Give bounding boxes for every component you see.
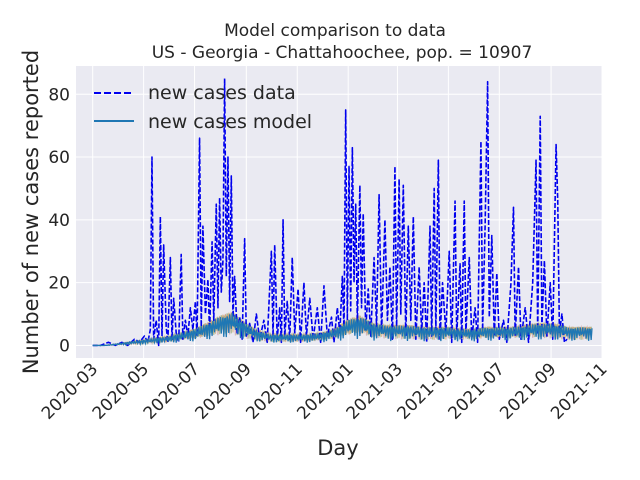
chart-subtitle: US - Georgia - Chattahoochee, pop. = 109… [152, 43, 533, 63]
x-axis: 2020-032020-052020-072020-092020-112021-… [38, 359, 612, 423]
chart-title: Model comparison to data [224, 21, 446, 41]
y-tick-label: 0 [59, 336, 70, 356]
x-axis-label: Day [317, 436, 358, 460]
x-tick-label: 2021-07 [444, 359, 508, 423]
series-line-model [92, 312, 593, 347]
y-tick-label: 80 [48, 85, 70, 105]
y-tick-label: 20 [48, 274, 70, 294]
legend-label-data: new cases data [148, 82, 296, 104]
series-line-data [92, 77, 568, 347]
y-axis-label: Number of new cases reported [19, 50, 43, 374]
x-tick-label: 2021-11 [547, 359, 611, 423]
legend-label-model: new cases model [148, 111, 312, 133]
y-tick-label: 60 [48, 148, 70, 168]
legend: new cases data new cases model [94, 82, 312, 133]
y-tick-label: 40 [48, 211, 70, 231]
x-tick-label: 2020-07 [140, 359, 204, 423]
plot-area [76, 66, 602, 358]
series-layer [92, 77, 593, 347]
y-axis: 0 20 40 60 80 [48, 85, 70, 356]
